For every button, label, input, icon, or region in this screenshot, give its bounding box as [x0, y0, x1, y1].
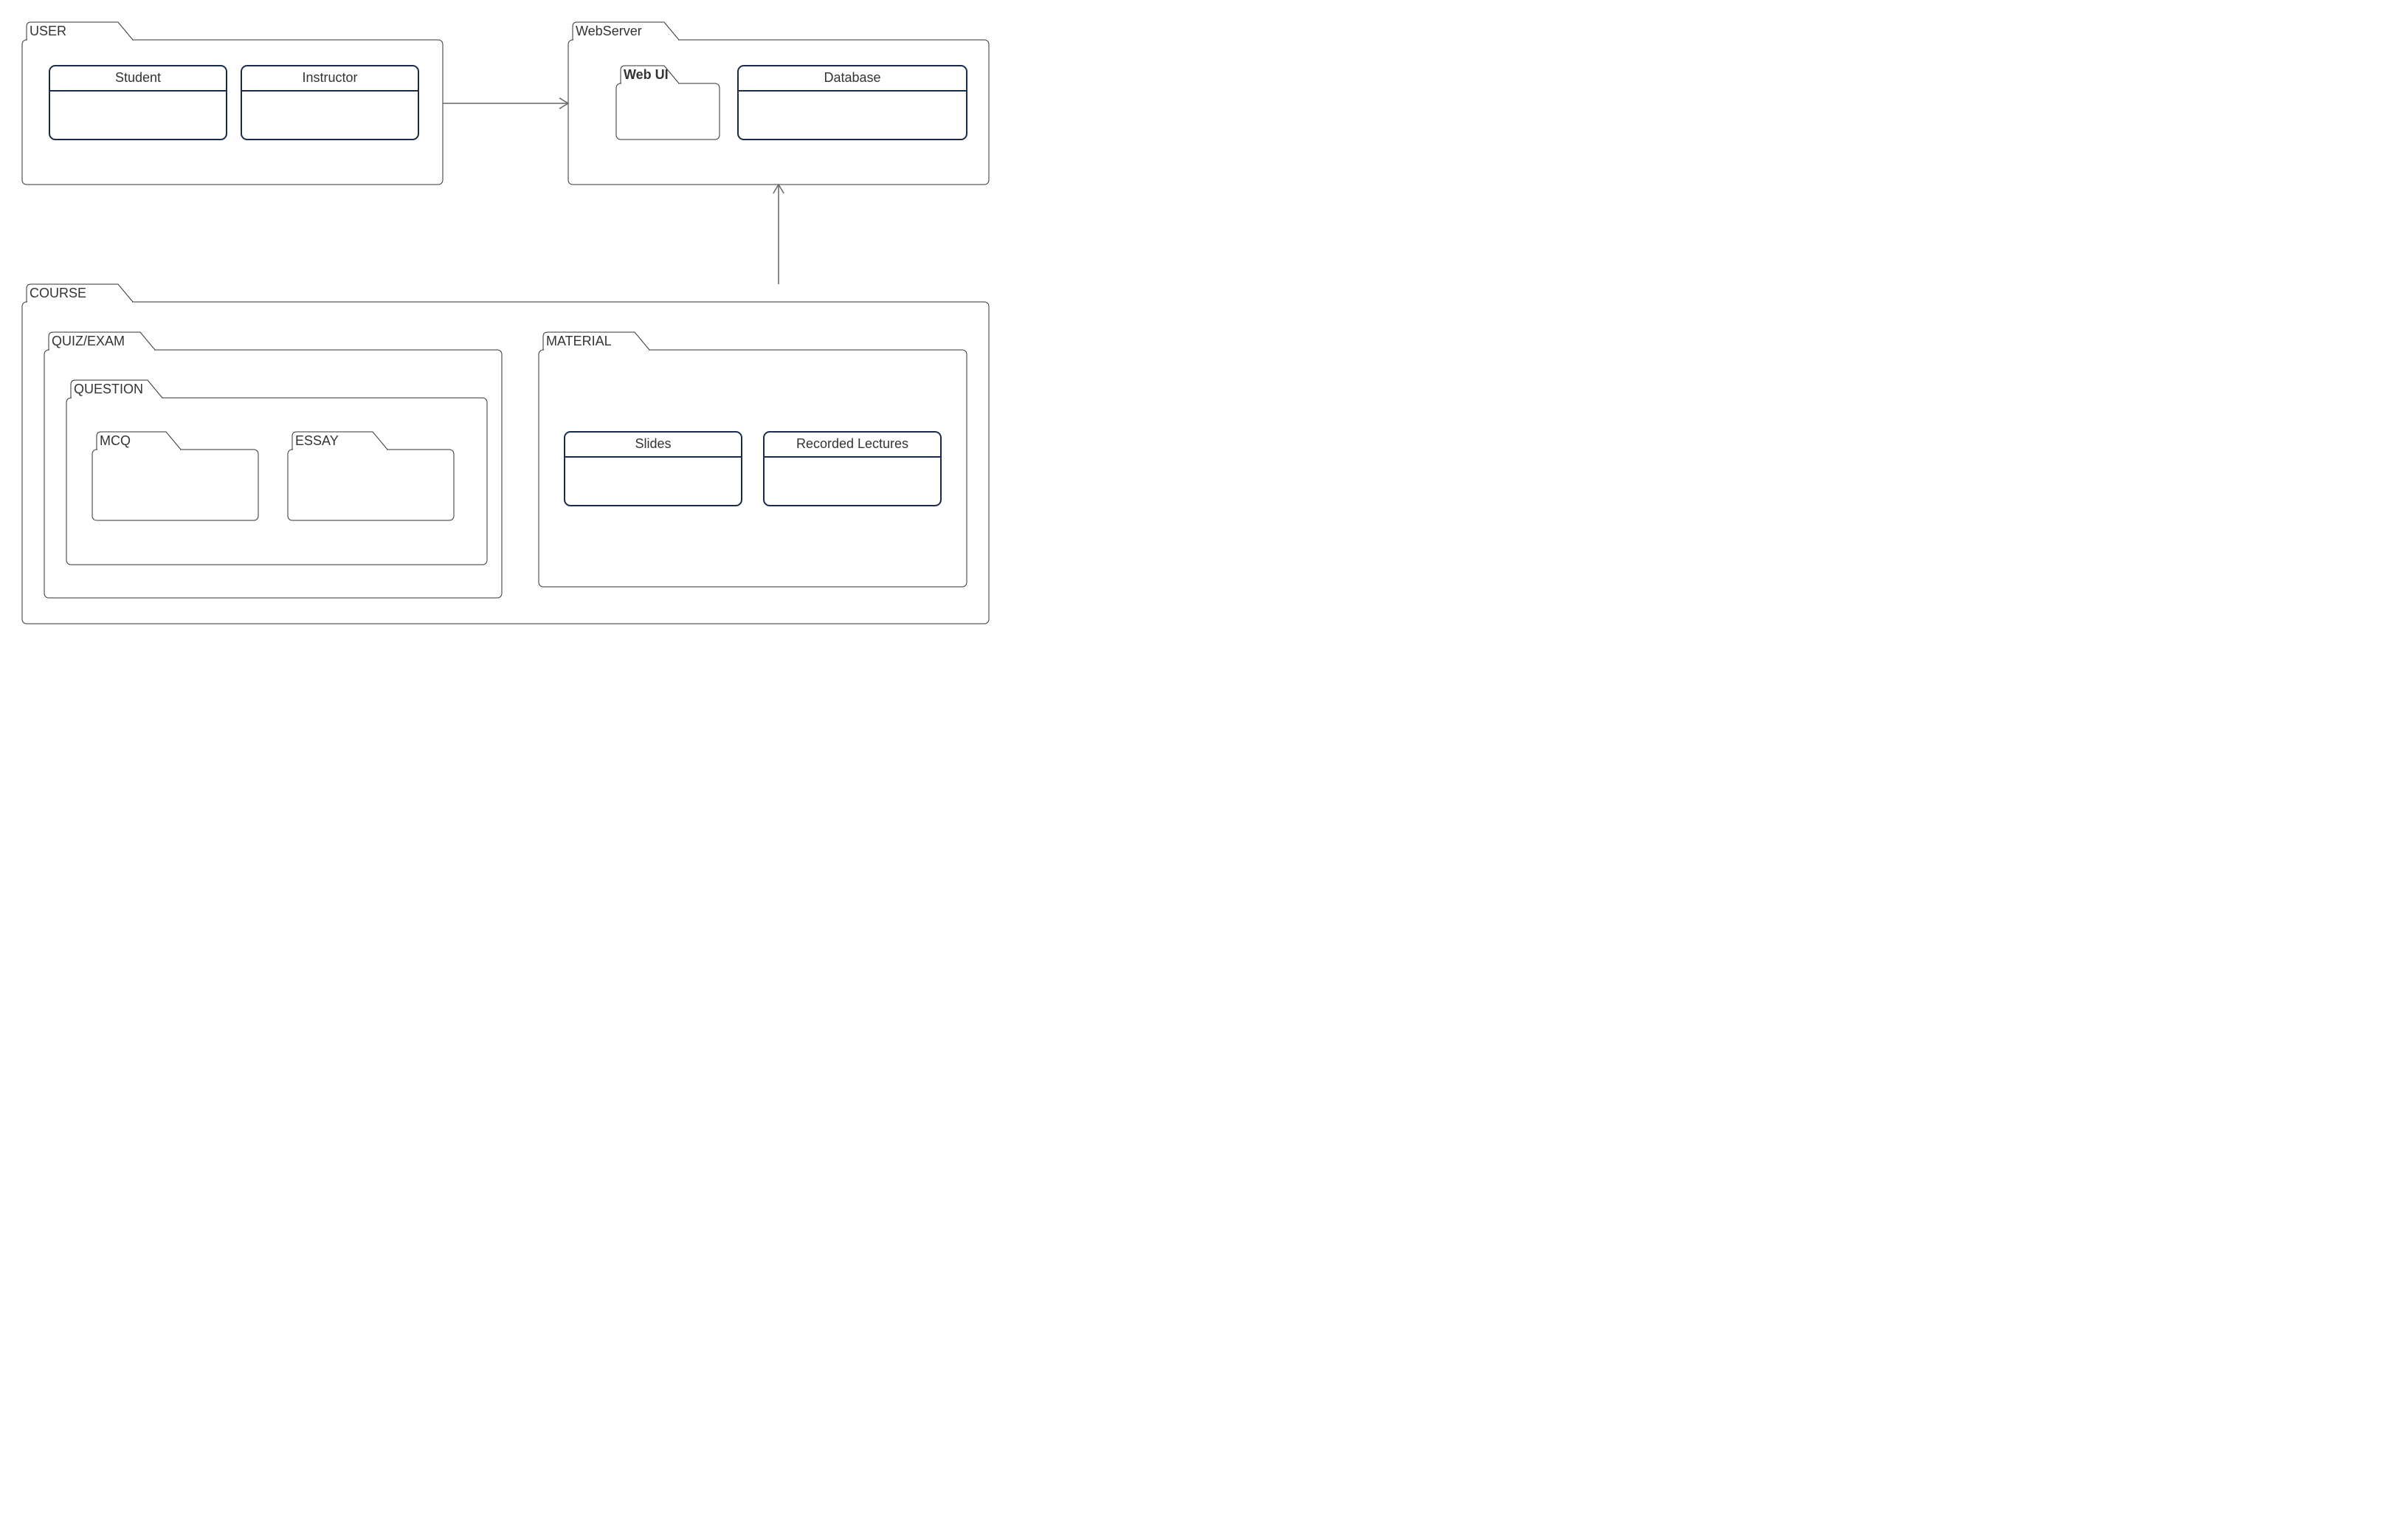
package-label-quizexam: QUIZ/EXAM — [52, 334, 125, 348]
class-label-instructor: Instructor — [302, 70, 357, 85]
class-label-database: Database — [824, 70, 880, 85]
arrow-course_to_webserver — [773, 185, 784, 284]
package-label-user: USER — [30, 24, 66, 38]
package-label-webserver: WebServer — [576, 24, 642, 38]
class-lectures: Recorded Lectures — [764, 432, 941, 506]
arrow-user_to_webserver — [443, 98, 568, 109]
class-label-slides: Slides — [635, 436, 671, 451]
class-label-lectures: Recorded Lectures — [796, 436, 908, 451]
package-label-question: QUESTION — [74, 382, 143, 396]
package-label-webui: Web UI — [624, 67, 669, 82]
package-label-essay: ESSAY — [295, 433, 339, 448]
class-student: Student — [49, 66, 227, 140]
class-slides: Slides — [565, 432, 742, 506]
class-label-student: Student — [115, 70, 161, 85]
package-label-mcq: MCQ — [100, 433, 131, 448]
class-instructor: Instructor — [241, 66, 418, 140]
uml-package-diagram: USER WebServer COURSE QUIZ/EXAM MATERIAL QUES… — [0, 0, 1126, 713]
package-label-course: COURSE — [30, 286, 86, 300]
package-label-material: MATERIAL — [546, 334, 612, 348]
class-database: Database — [738, 66, 967, 140]
